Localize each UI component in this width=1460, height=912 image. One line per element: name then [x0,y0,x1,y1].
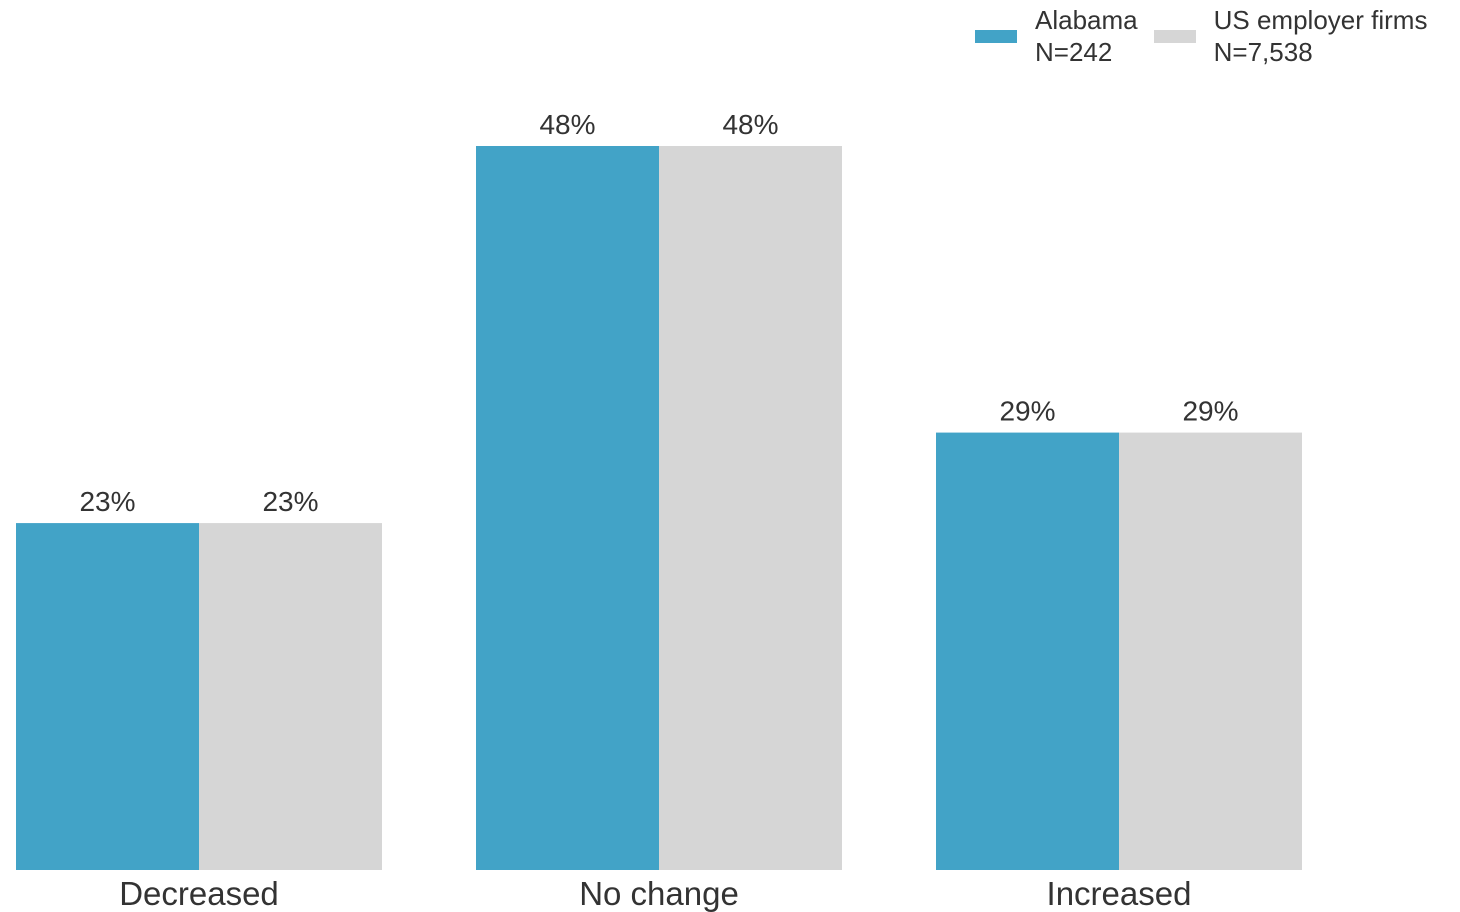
category-label-no-change: No change [579,875,739,912]
bar-us-employer-firms-no-change [659,146,842,870]
category-label-decreased: Decreased [119,875,279,912]
legend-n-us-employer-firms: N=7,538 [1213,37,1313,67]
bar-alabama-no-change [476,146,659,870]
category-label-increased: Increased [1047,875,1192,912]
legend-n-alabama: N=242 [1035,37,1113,67]
bar-alabama-increased [936,432,1119,870]
legend-name-alabama: Alabama [1035,5,1138,35]
data-label-alabama-no-change: 48% [539,109,595,140]
legend-name-us-employer-firms: US employer firms [1213,5,1428,35]
data-label-us-employer-firms-no-change: 48% [722,109,778,140]
legend-label-us-employer-firms: US employer firms N=7,538 [1214,4,1428,68]
data-label-alabama-increased: 29% [999,396,1055,427]
data-label-alabama-decreased: 23% [79,486,135,517]
bar-alabama-decreased [16,523,199,870]
legend-item-alabama: Alabama N=242 [975,4,1138,68]
bar-us-employer-firms-increased [1119,432,1302,870]
legend: Alabama N=242 US employer firms N=7,538 [975,4,1443,68]
bar-us-employer-firms-decreased [199,523,382,870]
data-label-us-employer-firms-increased: 29% [1182,396,1238,427]
legend-item-us-employer-firms: US employer firms N=7,538 [1153,4,1428,68]
legend-swatch-alabama [975,29,1017,43]
legend-swatch-us-employer-firms [1153,29,1196,43]
legend-label-alabama: Alabama N=242 [1035,4,1138,68]
data-label-us-employer-firms-decreased: 23% [262,486,318,517]
